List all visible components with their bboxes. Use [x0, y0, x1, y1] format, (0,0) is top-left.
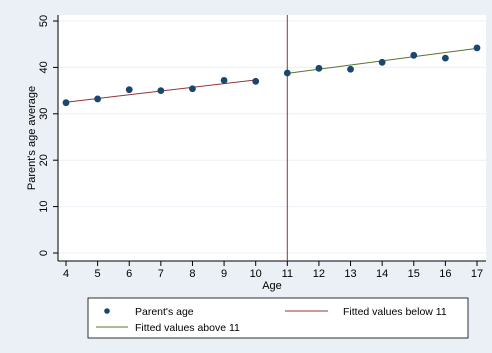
data-point — [410, 51, 418, 59]
data-point — [315, 64, 323, 72]
data-point — [378, 58, 386, 66]
data-point — [94, 95, 102, 103]
x-tick-label: 12 — [313, 268, 325, 280]
data-point — [347, 65, 354, 73]
x-axis-label: Age — [262, 280, 282, 292]
data-point — [283, 69, 291, 77]
data-point — [62, 99, 70, 107]
x-tick-label: 7 — [158, 268, 164, 280]
y-tick-label: 20 — [38, 154, 50, 166]
data-point — [220, 76, 228, 84]
grid-lines — [58, 20, 486, 254]
y-tick-label: 50 — [38, 15, 50, 27]
x-tick-label: 10 — [250, 268, 262, 280]
data-point — [252, 77, 260, 85]
legend-label-fitted-below: Fitted values below 11 — [343, 306, 447, 318]
x-tick-label: 11 — [282, 268, 293, 280]
x-tick-label: 5 — [95, 268, 101, 280]
x-tick-label: 17 — [471, 268, 483, 280]
x-tick-label: 16 — [439, 268, 451, 280]
legend-label-parents-age: Parent's age — [135, 306, 194, 318]
y-tick-label: 40 — [38, 61, 50, 73]
x-tick-label: 6 — [126, 268, 132, 280]
x-tick-label: 14 — [376, 268, 388, 280]
data-point — [125, 86, 133, 94]
x-tick-label: 9 — [221, 268, 227, 280]
x-tick-label: 13 — [344, 268, 356, 280]
y-tick-label: 0 — [38, 250, 50, 256]
y-ticks: 0 10 20 30 40 50 — [38, 15, 58, 256]
x-tick-label: 4 — [63, 268, 69, 280]
x-tick-label: 8 — [189, 268, 195, 280]
y-axis-label: Parent's age average — [26, 86, 38, 190]
legend-marker-parents-age — [104, 308, 110, 314]
legend: Parent's age Fitted values below 11 Fitt… — [87, 297, 469, 339]
data-point — [189, 85, 196, 93]
data-point — [473, 44, 481, 52]
data-point — [157, 87, 165, 94]
legend-label-fitted-above: Fitted values above 11 — [135, 322, 240, 334]
y-tick-label: 30 — [38, 108, 50, 120]
x-ticks: 4 5 6 7 8 9 10 11 12 13 14 15 16 17 — [63, 261, 483, 280]
x-tick-label: 15 — [408, 268, 420, 280]
data-points — [62, 44, 481, 107]
legend-box — [87, 297, 469, 339]
y-tick-label: 10 — [38, 200, 50, 212]
data-point — [441, 54, 449, 62]
plot-area-background — [58, 15, 486, 261]
